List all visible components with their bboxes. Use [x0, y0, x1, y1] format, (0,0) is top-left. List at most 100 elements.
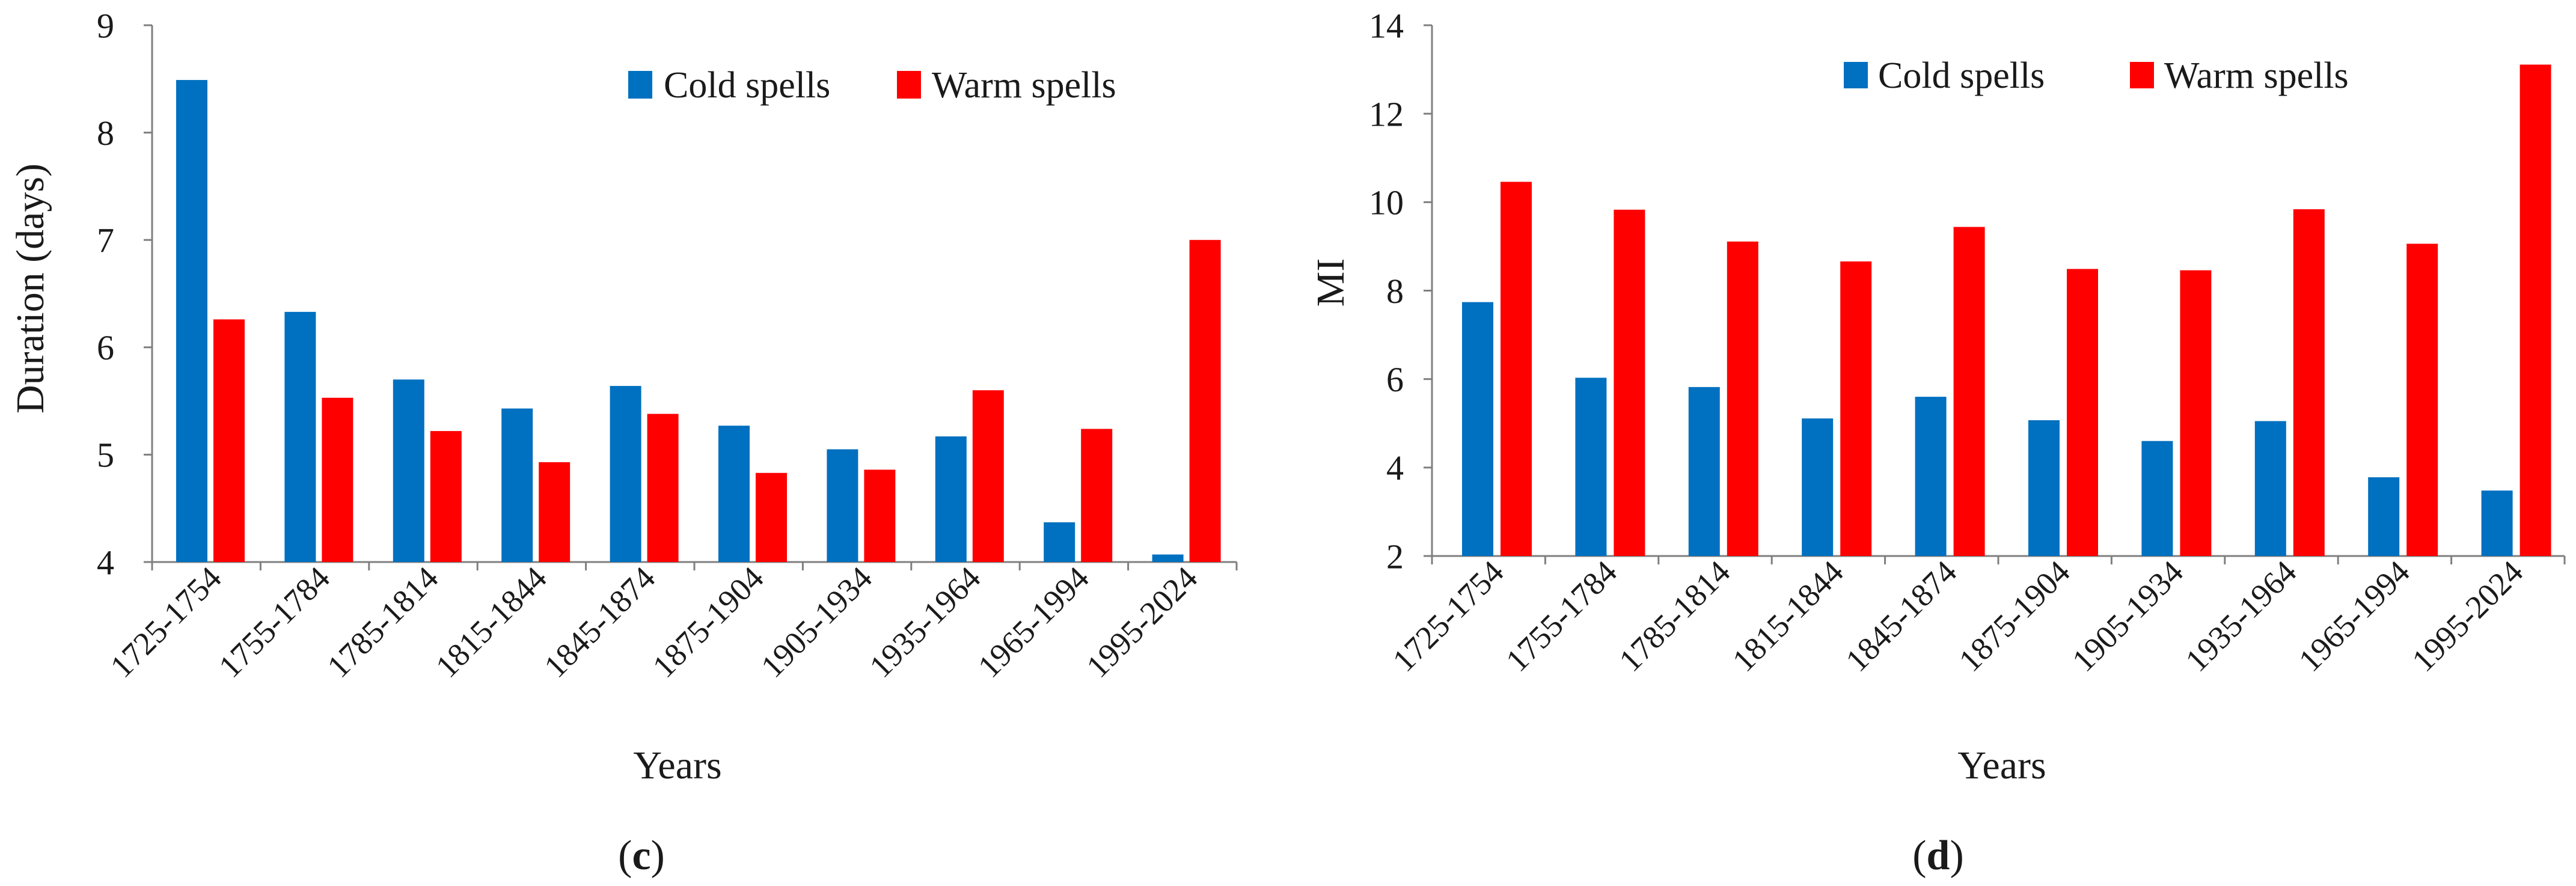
panel-c-caption: (c): [618, 833, 665, 879]
bar-warm-spells: [1727, 241, 1758, 556]
x-tick-label: 1965-1994: [2292, 554, 2417, 679]
bar-warm-spells: [2519, 64, 2551, 557]
panel-d-y-axis-label: MI: [1309, 258, 1353, 307]
panel-d-legend-label-warm: Warm spells: [2164, 55, 2349, 96]
bar-cold-spells: [935, 436, 967, 562]
bar-cold-spells: [2254, 421, 2286, 556]
panel-d-legend-swatch-warm: [2130, 62, 2154, 88]
bar-warm-spells: [213, 319, 245, 562]
y-tick-label: 14: [1369, 6, 1404, 45]
y-tick-label: 12: [1369, 94, 1404, 133]
bar-cold-spells: [827, 449, 858, 562]
y-tick-label: 6: [97, 328, 114, 367]
bar-cold-spells: [176, 80, 207, 562]
x-tick-label: 1995-2024: [2405, 554, 2530, 679]
bar-cold-spells: [2481, 490, 2513, 556]
y-tick-label: 8: [97, 114, 114, 153]
bar-warm-spells: [539, 462, 571, 562]
bar-cold-spells: [1044, 522, 1075, 562]
x-tick-label: 1785-1814: [1612, 554, 1737, 679]
bar-warm-spells: [2067, 269, 2098, 556]
bar-warm-spells: [1840, 261, 1872, 556]
y-tick-label: 4: [97, 543, 114, 582]
panel-c-chart: 4 5 6 7 8 9 1725-17541755-17841785-18141815-1…: [8, 6, 1238, 879]
bar-cold-spells: [2028, 420, 2060, 556]
x-tick-label: 1995-2024: [1079, 560, 1204, 685]
panel-d-caption: (d): [1912, 833, 1964, 879]
x-tick-label: 1875-1904: [1952, 554, 2077, 679]
bar-cold-spells: [610, 386, 641, 562]
y-tick-label: 5: [97, 436, 114, 475]
panel-d-legend: Cold spells Warm spells: [1844, 55, 2349, 96]
x-tick-label: 1755-1784: [1499, 554, 1624, 679]
panel-d-x-axis-label: Years: [1957, 744, 2046, 787]
y-tick-label: 6: [1386, 360, 1404, 399]
bar-warm-spells: [2293, 209, 2325, 556]
bar-warm-spells: [756, 472, 787, 562]
x-tick-label: 1875-1904: [646, 560, 771, 685]
bar-warm-spells: [1614, 209, 1645, 556]
x-tick-label: 1905-1934: [754, 560, 879, 685]
bar-cold-spells: [284, 311, 316, 562]
panel-c-legend-swatch-cold: [628, 71, 652, 99]
panel-c-legend-label-warm: Warm spells: [932, 65, 1116, 106]
bar-cold-spells: [718, 426, 750, 562]
panel-d-bars: [1462, 64, 2551, 557]
x-tick-label: 1785-1814: [320, 560, 445, 685]
bar-cold-spells: [393, 379, 424, 562]
bar-cold-spells: [1802, 418, 1834, 556]
y-tick-label: 7: [97, 221, 114, 260]
x-tick-label: 1935-1964: [2179, 554, 2304, 679]
bar-cold-spells: [2368, 477, 2400, 556]
bar-cold-spells: [1462, 302, 1493, 556]
y-tick-label: 9: [97, 6, 114, 45]
panel-d-legend-label-cold: Cold spells: [1878, 55, 2045, 96]
y-tick-label: 8: [1386, 272, 1404, 311]
bar-warm-spells: [430, 431, 462, 562]
bar-cold-spells: [1575, 377, 1607, 556]
bar-warm-spells: [864, 469, 896, 562]
panel-c-legend-label-cold: Cold spells: [664, 65, 830, 106]
bar-cold-spells: [1152, 554, 1184, 562]
bar-warm-spells: [1189, 240, 1221, 562]
x-tick-label: 1815-1844: [1725, 554, 1850, 679]
y-tick-label: 4: [1386, 448, 1404, 487]
x-tick-label: 1935-1964: [863, 560, 988, 685]
bar-cold-spells: [1688, 386, 1720, 556]
x-tick-label: 1755-1784: [212, 560, 337, 685]
bar-warm-spells: [322, 397, 353, 562]
bar-warm-spells: [1501, 182, 1532, 556]
panel-c-caption-letter: c: [632, 833, 650, 879]
bar-warm-spells: [647, 414, 679, 562]
bar-warm-spells: [1953, 227, 1985, 556]
panel-c-x-ticks: 1725-17541755-17841785-18141815-18441845…: [103, 560, 1238, 685]
x-tick-label: 1965-1994: [971, 560, 1096, 685]
bar-cold-spells: [1915, 397, 1947, 556]
x-tick-label: 1725-1754: [103, 560, 228, 685]
bar-warm-spells: [972, 390, 1004, 562]
bar-warm-spells: [2406, 243, 2438, 556]
x-tick-label: 1905-1934: [2065, 554, 2190, 679]
x-tick-label: 1815-1844: [429, 560, 554, 685]
bar-cold-spells: [2141, 441, 2173, 556]
panel-c-x-axis-label: Years: [633, 744, 721, 787]
panel-d-y-ticks: 2 4 6 8 10 12 14: [1369, 6, 1432, 576]
panel-d-legend-swatch-cold: [1844, 62, 1868, 88]
panel-c-legend-swatch-warm: [897, 71, 921, 99]
panel-d-caption-letter: d: [1927, 833, 1950, 879]
bar-warm-spells: [1081, 429, 1113, 562]
x-tick-label: 1725-1754: [1386, 554, 1511, 679]
y-tick-label: 10: [1369, 183, 1404, 222]
bar-cold-spells: [501, 408, 533, 562]
x-tick-label: 1845-1874: [1838, 554, 1963, 679]
x-tick-label: 1845-1874: [537, 560, 662, 685]
bar-warm-spells: [2180, 270, 2212, 556]
panel-d-x-ticks: 1725-17541755-17841785-18141815-18441845…: [1386, 554, 2566, 679]
y-tick-label: 2: [1386, 537, 1404, 576]
panel-c-legend: Cold spells Warm spells: [628, 65, 1116, 106]
panel-c-y-axis-label: Duration (days): [8, 163, 52, 414]
panel-c-bars: [176, 80, 1221, 562]
panel-c-y-ticks: 4 5 6 7 8 9: [97, 6, 152, 582]
